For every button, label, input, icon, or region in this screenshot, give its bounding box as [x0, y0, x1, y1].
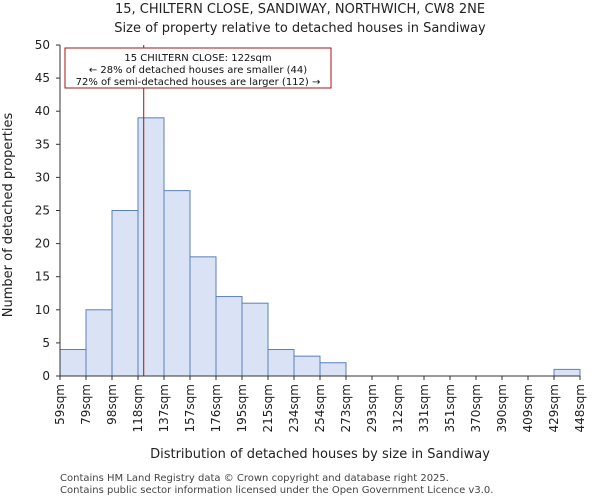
annotation-line-3: 72% of semi-detached houses are larger (…: [76, 77, 321, 88]
x-tick-label: 195sqm: [235, 384, 249, 432]
y-tick-label: 5: [42, 336, 50, 350]
x-tick-label: 215sqm: [261, 384, 275, 432]
y-tick-label: 30: [35, 170, 50, 184]
bar-176sqm: [215, 296, 243, 377]
x-tick-label: 293sqm: [365, 384, 379, 432]
x-tick-label: 254sqm: [313, 384, 327, 432]
y-ticks: 0 5 10 15 20 25 30 35 40 45 50: [35, 38, 60, 383]
x-tick-label: 312sqm: [391, 384, 405, 432]
y-tick-label: 40: [35, 104, 50, 118]
x-tick-label: 176sqm: [209, 384, 223, 432]
y-tick-label: 35: [35, 137, 50, 151]
x-tick-label: 390sqm: [495, 384, 509, 432]
footer-line-2: Contains public sector information licen…: [60, 485, 493, 496]
x-tick-label: 273sqm: [339, 384, 353, 432]
x-ticks: 59sqm 79sqm 98sqm 118sqm 137sqm 157sqm 176sqm 1…: [53, 376, 587, 432]
bar-118sqm: [137, 117, 165, 377]
bar-98sqm: [111, 210, 139, 377]
y-tick-label: 0: [42, 369, 50, 383]
x-tick-label: 370sqm: [469, 384, 483, 432]
annotation-box: 15 CHILTERN CLOSE: 122sqm ← 28% of detac…: [64, 47, 332, 89]
y-tick-label: 50: [35, 38, 50, 52]
x-tick-label: 79sqm: [79, 384, 93, 425]
y-axis-label: Number of detached properties: [1, 113, 16, 318]
x-tick-label: 351sqm: [443, 384, 457, 432]
annotation-frame: [64, 47, 332, 89]
y-tick-label: 25: [35, 204, 50, 218]
x-tick-label: 448sqm: [573, 384, 587, 432]
bar-234sqm: [293, 355, 321, 377]
x-tick-label: 234sqm: [287, 384, 301, 432]
x-tick-label: 137sqm: [157, 384, 171, 432]
bar-215sqm: [267, 349, 295, 377]
x-tick-label: 118sqm: [131, 384, 145, 432]
y-tick-label: 20: [35, 237, 50, 251]
bar-137sqm: [163, 190, 191, 377]
bar-429sqm: [553, 368, 581, 377]
annotation-line-1: 15 CHILTERN CLOSE: 122sqm: [124, 53, 271, 64]
x-tick-label: 59sqm: [53, 384, 67, 425]
y-tick-label: 45: [35, 71, 50, 85]
x-tick-label: 157sqm: [183, 384, 197, 432]
bar-79sqm: [85, 309, 113, 377]
x-tick-label: 429sqm: [547, 384, 561, 432]
annotation-line-2: ← 28% of detached houses are smaller (44…: [89, 65, 307, 76]
bar-59sqm: [59, 349, 87, 377]
bar-157sqm: [189, 256, 217, 377]
y-tick-label: 15: [35, 270, 50, 284]
bars-group: [59, 117, 581, 377]
bar-254sqm: [319, 362, 347, 377]
chart-title: 15, CHILTERN CLOSE, SANDIWAY, NORTHWICH,…: [115, 2, 485, 17]
footer-line-1: Contains HM Land Registry data © Crown c…: [60, 473, 449, 484]
x-tick-label: 331sqm: [417, 384, 431, 432]
x-tick-label: 409sqm: [521, 384, 535, 432]
y-tick-label: 10: [35, 303, 50, 317]
x-tick-label: 98sqm: [105, 384, 119, 425]
bar-195sqm: [241, 302, 269, 377]
chart-subtitle: Size of property relative to detached ho…: [114, 21, 486, 36]
x-axis-label: Distribution of detached houses by size …: [150, 447, 490, 462]
